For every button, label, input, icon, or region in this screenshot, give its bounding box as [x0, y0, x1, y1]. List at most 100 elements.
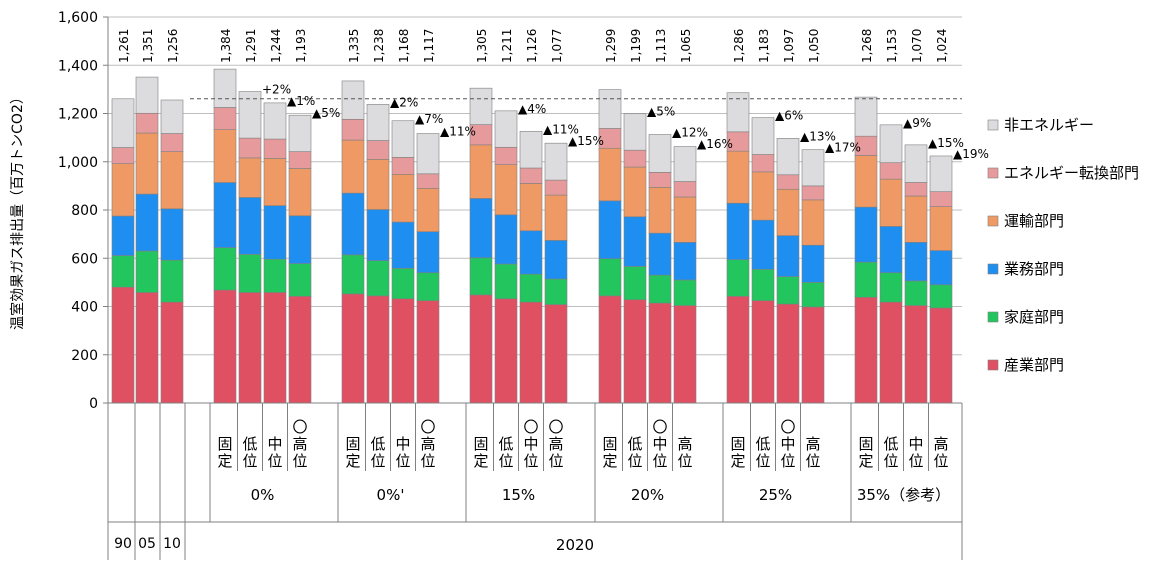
bar-segment: [648, 274, 672, 304]
bar-segment: [854, 96, 878, 137]
category-label: 固: [345, 435, 360, 453]
bar-segment: [726, 296, 750, 404]
bar-segment: [776, 235, 800, 277]
category-label: 位: [627, 452, 642, 470]
bar-segment: [519, 131, 543, 169]
change-annotation: ▲5%: [312, 106, 340, 120]
bar-segment: [879, 272, 903, 303]
bar-segment: [288, 263, 312, 297]
category-label: 定: [217, 452, 232, 470]
y-axis: 0 200 400 600 800 1,000 1,200 1,400 1,600: [58, 10, 109, 560]
bar-segment: [416, 231, 440, 274]
category-label: 低: [627, 435, 642, 453]
total-label: 1,024: [935, 29, 949, 63]
total-label: 1,183: [757, 29, 771, 63]
total-label: 1,291: [244, 29, 258, 63]
y-tick-label: 800: [71, 203, 98, 219]
bar-segment: [111, 215, 135, 256]
legend-swatch: [987, 263, 999, 275]
bar-segment: [726, 150, 750, 204]
bar-segment: [726, 92, 750, 133]
change-annotation: ▲2%: [390, 95, 418, 109]
bar-segment: [879, 301, 903, 404]
category-label: 固: [858, 435, 873, 453]
legend-swatch: [987, 119, 999, 131]
category-label: 位: [420, 452, 435, 470]
bar-segment: [494, 164, 518, 216]
category-label: 中: [395, 435, 410, 453]
bar-segment: [801, 149, 825, 187]
change-annotation: ▲19%: [953, 147, 989, 161]
bar-segment: [341, 139, 365, 194]
bar-segment: [494, 298, 518, 404]
category-label: 固: [217, 435, 232, 453]
year-label-10: 10: [163, 536, 181, 552]
category-label: 中: [908, 435, 923, 453]
total-label: 1,113: [654, 29, 668, 63]
category-label: 位: [652, 452, 667, 470]
bar-segment: [929, 307, 953, 404]
bar-segment: [238, 91, 262, 139]
bar-segment: [598, 295, 622, 404]
total-label: 1,153: [885, 29, 899, 63]
change-annotation: ▲13%: [800, 129, 836, 143]
bar-segment: [673, 279, 697, 306]
bar-segment: [494, 110, 518, 148]
bar-segment: [263, 138, 287, 159]
bar-segment: [416, 133, 440, 175]
bar-segment: [213, 182, 237, 248]
bar-segment: [879, 226, 903, 274]
y-tick-label: 1,000: [58, 155, 98, 171]
bar-segment: [391, 221, 415, 269]
bar-segment: [469, 294, 493, 404]
bar-segment: [929, 284, 953, 309]
bar-segment: [416, 300, 440, 404]
category-label: 高: [677, 435, 692, 453]
bar-segment: [288, 296, 312, 404]
bar-segment: [160, 151, 184, 210]
category-label: 位: [780, 452, 795, 470]
category-label: 〇: [652, 418, 667, 436]
bar-segment: [366, 140, 390, 160]
y-tick-label: 1,200: [58, 107, 98, 123]
bar-segment: [263, 292, 287, 404]
bar-segment: [519, 301, 543, 404]
total-label: 1,286: [732, 29, 746, 63]
bar-segment: [879, 124, 903, 164]
bar-segment: [751, 117, 775, 155]
bar-segment: [751, 300, 775, 404]
total-labels: 1,261 1,351 1,256 1,384 1,291 1,244 1,193 1,335…: [117, 29, 949, 63]
bar-segment: [341, 118, 365, 141]
bar-segment: [929, 191, 953, 207]
bar-segment: [648, 187, 672, 234]
bar-segment: [904, 242, 928, 282]
bar-segment: [544, 194, 568, 241]
bar-segment: [519, 183, 543, 232]
bar-segment: [160, 133, 184, 152]
change-annotation: ▲11%: [543, 122, 579, 136]
total-label: 1,351: [141, 29, 155, 63]
bar-segment: [776, 303, 800, 404]
bar-segment: [854, 206, 878, 263]
category-label: 位: [498, 452, 513, 470]
category-label: 〇: [780, 418, 795, 436]
bar-segment: [598, 89, 622, 129]
year-label-2020: 2020: [556, 536, 594, 554]
bar-segment: [751, 154, 775, 173]
bar-segment: [416, 187, 440, 233]
bar-segment: [904, 144, 928, 183]
bar-segment: [544, 142, 568, 181]
bar-segment: [929, 206, 953, 251]
bar-segment: [366, 209, 390, 261]
category-label: 固: [730, 435, 745, 453]
bar-segment: [904, 280, 928, 306]
bar-segment: [673, 181, 697, 198]
bar-segment: [751, 269, 775, 302]
category-label: 定: [602, 452, 617, 470]
bar-segment: [726, 202, 750, 260]
category-label: 定: [473, 452, 488, 470]
total-label: 1,126: [525, 29, 539, 63]
category-label: 位: [883, 452, 898, 470]
bar-segment: [673, 196, 697, 243]
